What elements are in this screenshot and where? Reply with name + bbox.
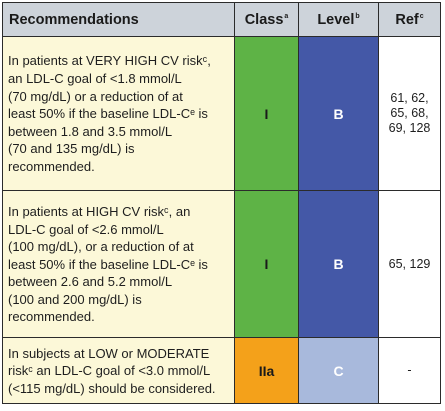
header-level: Levelb (298, 2, 379, 37)
recommendation-line: least 50% if the baseline LDL-Cᵉ is (8, 256, 208, 272)
recommendation-line: (100 and 200 mg/dL) is (8, 291, 142, 307)
recommendation-line: between 2.6 and 5.2 mmol/L (8, 274, 173, 290)
header-class: Classa (234, 2, 299, 37)
ref-line: 69, 128 (388, 121, 431, 135)
recommendation-line: (100 mg/dL), or a reduction of at (8, 239, 194, 255)
recommendation-line: an LDL-C goal of <1.8 mmol/L (8, 71, 182, 87)
header-recommendations-label: Recommendations (9, 11, 139, 28)
recommendations-table-container: Recommendations Classa Levelb Refc In pa… (2, 2, 442, 408)
recommendations-table: Recommendations Classa Levelb Refc In pa… (2, 2, 441, 404)
class-cell: I (234, 36, 299, 191)
recommendation-cell-very-high-risk: In patients at VERY HIGH CV riskᶜ, an LD… (2, 36, 235, 191)
table-row: In patients at VERY HIGH CV riskᶜ, an LD… (2, 36, 441, 191)
recommendation-line: between 1.8 and 3.5 mmol/L (8, 123, 173, 139)
class-cell: IIa (234, 337, 299, 404)
recommendation-line: (70 mg/dL) or a reduction of at (8, 88, 183, 104)
table-row: In patients at HIGH CV riskᶜ, an LDL-C g… (2, 190, 441, 338)
header-class-footnote: a (284, 12, 289, 20)
header-class-label: Class (244, 11, 284, 28)
ref-cell: - (378, 337, 441, 404)
ref-cell: 65, 129 (378, 190, 441, 338)
recommendation-cell-low-moderate-risk: In subjects at LOW or MODERATE riskᶜ an … (2, 337, 235, 404)
ref-line: 61, 62, (390, 91, 429, 105)
recommendation-line: LDL-C goal of <2.6 mmol/L (8, 221, 164, 237)
recommendation-line: riskᶜ an LDL-C goal of <3.0 mmol/L (8, 363, 211, 379)
level-cell: B (298, 190, 379, 338)
recommendation-line: In patients at VERY HIGH CV riskᶜ, (8, 53, 211, 69)
ref-line: 65, 129 (388, 256, 431, 271)
recommendation-line: least 50% if the baseline LDL-Cᵉ is (8, 106, 208, 122)
header-ref: Refc (378, 2, 441, 37)
header-level-label: Level (317, 11, 355, 28)
recommendation-line: recommended. (8, 158, 95, 174)
class-cell: I (234, 190, 299, 338)
recommendation-line: In subjects at LOW or MODERATE (8, 345, 210, 361)
level-cell: B (298, 36, 379, 191)
recommendation-cell-high-risk: In patients at HIGH CV riskᶜ, an LDL-C g… (2, 190, 235, 338)
header-recommendations: Recommendations (2, 2, 235, 37)
header-ref-label: Ref (395, 11, 419, 28)
recommendation-line: (70 and 135 mg/dL) is (8, 141, 135, 157)
ref-cell: 61, 62, 65, 68, 69, 128 (378, 36, 441, 191)
level-cell: C (298, 337, 379, 404)
ref-line: 65, 68, (390, 106, 429, 120)
header-ref-footnote: c (419, 12, 424, 20)
ref-line: - (407, 363, 412, 377)
recommendation-line: In patients at HIGH CV riskᶜ, an (8, 203, 191, 219)
table-header-row: Recommendations Classa Levelb Refc (2, 2, 441, 37)
recommendation-line: recommended. (8, 309, 95, 325)
table-row: In subjects at LOW or MODERATE riskᶜ an … (2, 337, 441, 404)
recommendation-line: (<115 mg/dL) should be considered. (8, 380, 216, 396)
header-level-footnote: b (355, 12, 360, 20)
